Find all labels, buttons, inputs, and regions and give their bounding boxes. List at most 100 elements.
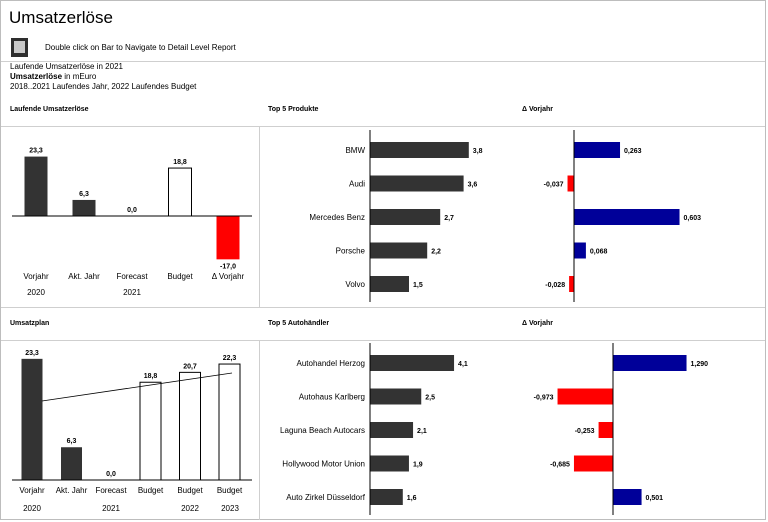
umsatzplan-bar[interactable]	[21, 358, 43, 480]
umsatzplan-trendline	[41, 372, 233, 402]
laufende-value-label: 0,0	[127, 207, 137, 214]
top-autohaendler-value-label: 4,1	[458, 361, 468, 368]
umsatzplan-bar[interactable]	[218, 363, 241, 481]
laufende-category-label: Budget	[167, 272, 193, 281]
delta-produkte-value-label: 0,068	[590, 249, 608, 256]
delta-autohaendler-bar[interactable]	[557, 388, 613, 405]
delta-autohaendler-bar[interactable]	[613, 489, 642, 505]
subtitle-line-2: Umsatzerlöse in mEuro	[10, 72, 96, 81]
umsatzplan-bar[interactable]	[139, 381, 162, 481]
delta-produkte-value-label: -0,037	[544, 182, 564, 189]
laufende-year-label: 2021	[123, 288, 141, 297]
header-divider	[1, 61, 765, 62]
top-autohaendler-bar[interactable]	[370, 422, 414, 438]
laufende-value-label: 18,8	[173, 159, 187, 166]
delta-produkte-value-label: 0,603	[684, 215, 702, 222]
panel-title-top-autohaendler: Top 5 Autohändler	[268, 320, 330, 327]
panel-title-delta-autohaendler: Δ Vorjahr	[522, 320, 553, 327]
top-autohaendler-category-label: Autohandel Herzog	[297, 359, 366, 368]
top-autohaendler-value-label: 1,9	[413, 462, 423, 469]
delta-autohaendler-bar[interactable]	[598, 422, 613, 438]
delta-produkte-bar[interactable]	[574, 142, 621, 158]
umsatzplan-category-label: Budget	[217, 486, 243, 495]
top-produkte-value-label: 2,2	[431, 249, 441, 256]
row1-divider	[1, 126, 765, 127]
laufende-category-label: Δ Vorjahr	[212, 272, 245, 281]
top-autohaendler-category-label: Hollywood Motor Union	[282, 460, 365, 469]
panel-title-umsatzplan: Umsatzplan	[10, 320, 50, 327]
umsatzplan-category-label: Budget	[138, 486, 164, 495]
umsatzplan-value-label: 22,3	[223, 355, 237, 362]
panel-title-laufende: Laufende Umsatzerlöse	[10, 106, 89, 113]
row-divider	[1, 307, 765, 308]
top-produkte-category-label: Mercedes Benz	[309, 213, 365, 222]
delta-produkte-bar[interactable]	[574, 242, 586, 259]
top-produkte-value-label: 3,8	[473, 148, 483, 155]
umsatzplan-bar[interactable]	[61, 447, 82, 480]
panel-title-top-produkte: Top 5 Produkte	[268, 106, 319, 113]
umsatzplan-year-label: 2021	[102, 504, 120, 513]
page-title: Umsatzerlöse	[9, 8, 113, 27]
umsatzplan-value-label: 23,3	[25, 350, 39, 357]
umsatzplan-category-label: Akt. Jahr	[56, 486, 88, 495]
umsatzplan-value-label: 0,0	[106, 471, 116, 478]
delta-autohaendler-bar[interactable]	[613, 355, 687, 371]
umsatzplan-bar[interactable]	[179, 371, 201, 481]
laufende-category-label: Akt. Jahr	[68, 272, 100, 281]
top-produkte-value-label: 3,6	[468, 182, 478, 189]
top-produkte-value-label: 1,5	[413, 282, 423, 289]
top-autohaendler-bar[interactable]	[370, 455, 409, 472]
delta-produkte-bar[interactable]	[574, 209, 680, 225]
top-produkte-bar[interactable]	[370, 276, 409, 292]
top-produkte-category-label: Volvo	[345, 280, 365, 289]
umsatzplan-category-label: Forecast	[95, 486, 127, 495]
laufende-value-label: 6,3	[79, 191, 89, 198]
navigation-hint: Double click on Bar to Navigate to Detai…	[45, 43, 236, 52]
delta-autohaendler-value-label: -0,685	[550, 462, 570, 469]
umsatzplan-year-label: 2022	[181, 504, 199, 513]
top-autohaendler-bar[interactable]	[370, 489, 403, 505]
delta-produkte-value-label: -0,028	[545, 282, 565, 289]
laufende-bar[interactable]	[24, 156, 48, 216]
top-autohaendler-bar[interactable]	[370, 388, 422, 405]
umsatzplan-year-label: 2020	[23, 504, 41, 513]
top-produkte-bar[interactable]	[370, 209, 441, 225]
laufende-value-label: -17,0	[220, 263, 236, 270]
top-produkte-bar[interactable]	[370, 175, 464, 192]
top-produkte-category-label: BMW	[345, 146, 365, 155]
top-autohaendler-bar[interactable]	[370, 355, 455, 371]
panel-title-delta-produkte: Δ Vorjahr	[522, 106, 553, 113]
subtitle-measure: Umsatzerlöse	[10, 72, 63, 81]
subtitle-line-1: Laufende Umsatzerlöse in 2021	[10, 62, 123, 71]
umsatzplan-year-label: 2023	[221, 504, 239, 513]
delta-produkte-bar[interactable]	[567, 175, 574, 192]
laufende-bar[interactable]	[216, 216, 240, 260]
laufende-category-label: Vorjahr	[23, 272, 49, 281]
subtitle-unit: in mEuro	[62, 72, 97, 81]
laufende-bar[interactable]	[72, 199, 96, 216]
top-autohaendler-category-label: Auto Zirkel Düsseldorf	[286, 493, 365, 502]
delta-produkte-value-label: 0,263	[624, 148, 642, 155]
laufende-value-label: 23,3	[29, 148, 43, 155]
top-autohaendler-category-label: Autohaus Karlberg	[299, 393, 365, 402]
umsatzplan-value-label: 18,8	[144, 373, 158, 380]
top-produkte-category-label: Porsche	[336, 247, 366, 256]
delta-autohaendler-bar[interactable]	[573, 455, 613, 472]
laufende-category-label: Forecast	[116, 272, 148, 281]
row2-divider	[1, 340, 765, 341]
umsatzplan-value-label: 6,3	[67, 438, 77, 445]
column-divider-bottom	[259, 341, 260, 520]
top-produkte-bar[interactable]	[370, 242, 428, 259]
top-autohaendler-value-label: 2,1	[417, 428, 427, 435]
top-autohaendler-value-label: 1,6	[407, 495, 417, 502]
umsatzplan-category-label: Vorjahr	[19, 486, 45, 495]
laufende-bar[interactable]	[168, 167, 192, 217]
top-autohaendler-category-label: Laguna Beach Autocars	[280, 426, 365, 435]
delta-produkte-bar[interactable]	[569, 276, 574, 292]
delta-autohaendler-value-label: -0,253	[575, 428, 595, 435]
umsatzplan-category-label: Budget	[177, 486, 203, 495]
top-produkte-bar[interactable]	[370, 142, 469, 158]
report-navigation-icon[interactable]	[11, 38, 28, 57]
